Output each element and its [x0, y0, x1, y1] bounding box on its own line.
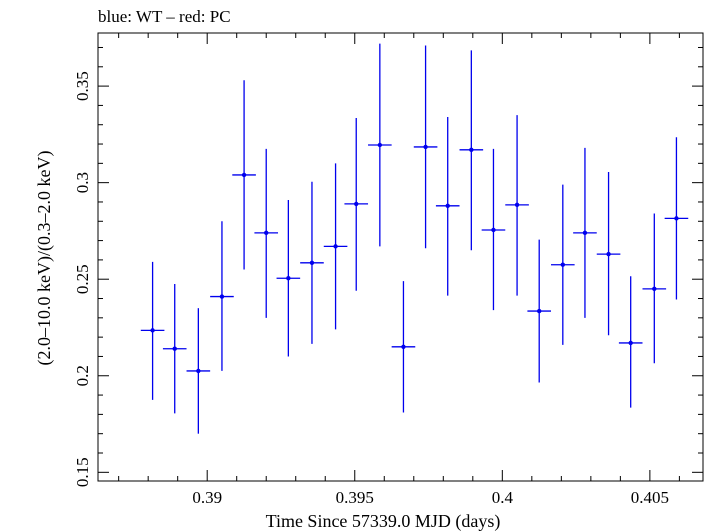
- y-tick-label: 0.15: [73, 457, 92, 487]
- axis-tick-labels: 0.39 0.395 0.4 0.405 0.15 0.2 0.25 0.3 0.35: [73, 71, 669, 507]
- data-point: [162, 284, 187, 414]
- y-tick-label: 0.35: [73, 71, 92, 101]
- point-marker: [514, 202, 520, 208]
- x-axis-label: Time Since 57339.0 MJD (days): [266, 511, 501, 532]
- point-marker: [401, 344, 406, 349]
- axis-ticks: [98, 33, 703, 481]
- point-marker: [582, 230, 588, 236]
- plot-frame: [97, 32, 704, 482]
- data-point: [140, 261, 165, 400]
- point-marker: [652, 286, 657, 292]
- y-tick-label: 0.2: [73, 365, 92, 386]
- point-marker: [172, 346, 177, 351]
- data-point: [435, 117, 460, 296]
- data-point: [642, 213, 667, 364]
- data-point: [459, 50, 484, 251]
- point-marker: [241, 172, 247, 178]
- data-point: [527, 239, 552, 383]
- x-tick-label: 0.4: [492, 488, 514, 507]
- point-marker: [560, 262, 566, 267]
- point-marker: [196, 368, 201, 374]
- y-axis-label: (2.0–10.0 keV)/(0.3–2.0 keV): [34, 151, 55, 366]
- data-point: [186, 308, 211, 434]
- point-marker: [628, 340, 633, 346]
- point-marker: [219, 294, 225, 299]
- point-marker: [469, 147, 474, 153]
- point-marker: [674, 216, 679, 221]
- point-marker: [445, 203, 450, 209]
- y-tick-label: 0.25: [73, 264, 92, 294]
- point-marker: [309, 260, 315, 265]
- data-point: [344, 117, 369, 291]
- chart-title: blue: WT – red: PC: [98, 7, 231, 26]
- data-point: [573, 147, 597, 318]
- x-tick-label: 0.395: [336, 488, 374, 507]
- x-tick-label: 0.39: [192, 488, 222, 507]
- data-points: [140, 43, 689, 434]
- data-point: [300, 181, 324, 344]
- point-marker: [423, 144, 428, 150]
- x-tick-label: 0.405: [631, 488, 669, 507]
- data-point: [413, 45, 438, 249]
- data-point: [391, 281, 416, 413]
- data-point: [481, 148, 506, 311]
- point-marker: [377, 142, 383, 148]
- point-marker: [606, 251, 611, 257]
- data-point: [618, 276, 643, 408]
- data-point: [368, 43, 392, 247]
- point-marker: [333, 244, 338, 249]
- point-marker: [286, 276, 291, 281]
- data-point: [664, 137, 689, 300]
- point-marker: [491, 227, 496, 233]
- data-point: [276, 200, 301, 357]
- point-marker: [264, 230, 269, 236]
- data-point: [323, 163, 348, 330]
- data-point: [596, 172, 621, 336]
- point-marker: [537, 308, 542, 314]
- data-point: [232, 80, 256, 270]
- data-point: [505, 115, 529, 296]
- point-marker: [354, 201, 359, 207]
- data-point: [551, 184, 575, 345]
- data-point: [210, 221, 234, 371]
- y-tick-label: 0.3: [73, 172, 92, 193]
- data-point: [254, 148, 279, 318]
- point-marker: [150, 328, 155, 333]
